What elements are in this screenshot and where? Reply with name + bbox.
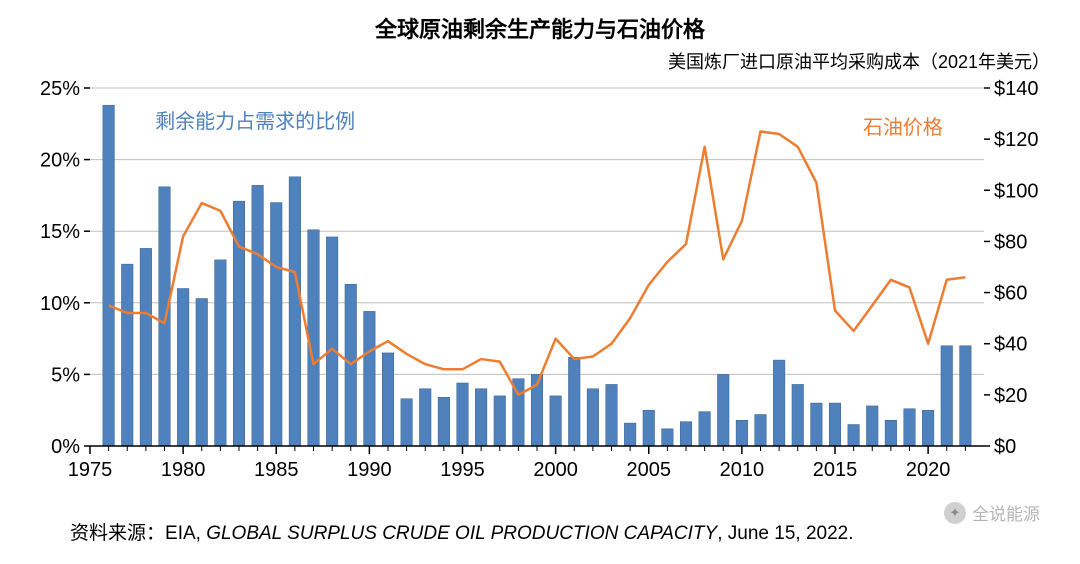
bars-legend-label: 剩余能力占需求的比例: [155, 110, 355, 133]
y-right-label: $120: [994, 129, 1039, 151]
bar: [904, 409, 916, 446]
y-right-label: $40: [994, 334, 1027, 356]
bar: [475, 389, 487, 446]
bar: [289, 177, 301, 446]
source-prefix: 资料来源：: [70, 523, 165, 544]
bar: [941, 346, 953, 446]
x-label: 2000: [533, 459, 578, 481]
y-right-label: $60: [994, 283, 1027, 305]
source-text: EIA,: [165, 523, 206, 544]
y-left-label: 25%: [40, 78, 80, 100]
chart-title: 全球原油剩余生产能力与石油价格: [0, 12, 1080, 44]
watermark-text: 全说能源: [972, 500, 1040, 525]
y-left-label: 10%: [40, 293, 80, 315]
bar: [103, 105, 115, 446]
wechat-icon: ✦: [944, 502, 966, 524]
bar: [699, 412, 711, 446]
source-line: 资料来源：EIA, GLOBAL SURPLUS CRUDE OIL PRODU…: [70, 518, 854, 545]
bar: [811, 403, 823, 446]
x-label: 1990: [347, 459, 392, 481]
x-label: 2005: [627, 459, 672, 481]
x-label: 2015: [813, 459, 858, 481]
bar: [848, 425, 860, 446]
bar: [494, 396, 506, 446]
y-right-label: $20: [994, 385, 1027, 407]
watermark: ✦ 全说能源: [944, 500, 1040, 525]
bar: [624, 423, 636, 446]
bar: [308, 230, 320, 446]
y-right-label: $100: [994, 180, 1039, 202]
x-label: 2010: [720, 459, 765, 481]
bar: [121, 264, 133, 446]
bar: [568, 357, 580, 446]
y-right-label: $80: [994, 231, 1027, 253]
bar: [326, 237, 338, 446]
bar: [252, 185, 264, 446]
line-legend-label: 石油价格: [863, 116, 943, 139]
bar: [736, 420, 748, 446]
chart-svg: 0% 5% 10% 15% 20% 25% $0 $20 $40 $60 $80 $100 $120 $1…: [20, 78, 1060, 486]
x-label: 1985: [254, 459, 299, 481]
bar: [755, 414, 767, 446]
y-right-label: $140: [994, 78, 1039, 100]
bar: [960, 346, 972, 446]
chart-area: 0% 5% 10% 15% 20% 25% $0 $20 $40 $60 $80 $100 $120 $1…: [20, 78, 1060, 486]
y-left-label: 15%: [40, 221, 80, 243]
bar: [717, 374, 729, 446]
bar: [159, 187, 171, 446]
bar: [662, 429, 674, 446]
bar: [606, 384, 618, 446]
bar: [140, 248, 152, 446]
bar: [196, 299, 208, 446]
bar: [792, 384, 804, 446]
bar: [866, 406, 878, 446]
y-left-label: 20%: [40, 150, 80, 172]
chart-subtitle: 美国炼厂进口原油平均采购成本（2021年美元）: [668, 48, 1050, 74]
bar: [364, 311, 376, 446]
x-label: 1980: [161, 459, 206, 481]
bar: [922, 410, 934, 446]
bar: [401, 399, 413, 446]
x-label: 1995: [440, 459, 485, 481]
y-right-label: $0: [994, 436, 1016, 458]
bar: [215, 260, 227, 446]
source-suffix: , June 15, 2022.: [717, 523, 853, 544]
bar: [773, 360, 785, 446]
y-left-label: 0%: [51, 436, 80, 458]
bar: [550, 396, 562, 446]
bar: [382, 353, 394, 446]
x-label: 2020: [906, 459, 951, 481]
bar: [829, 403, 841, 446]
x-label: 1975: [68, 459, 113, 481]
bar: [270, 203, 282, 446]
y-left-label: 5%: [51, 364, 80, 386]
bar: [680, 422, 692, 446]
bar: [587, 389, 599, 446]
bar: [177, 288, 189, 446]
bar: [419, 389, 431, 446]
bar: [885, 420, 897, 446]
bar: [457, 383, 469, 446]
bar: [438, 397, 450, 446]
bar: [643, 410, 655, 446]
source-italic: GLOBAL SURPLUS CRUDE OIL PRODUCTION CAPA…: [206, 523, 717, 544]
